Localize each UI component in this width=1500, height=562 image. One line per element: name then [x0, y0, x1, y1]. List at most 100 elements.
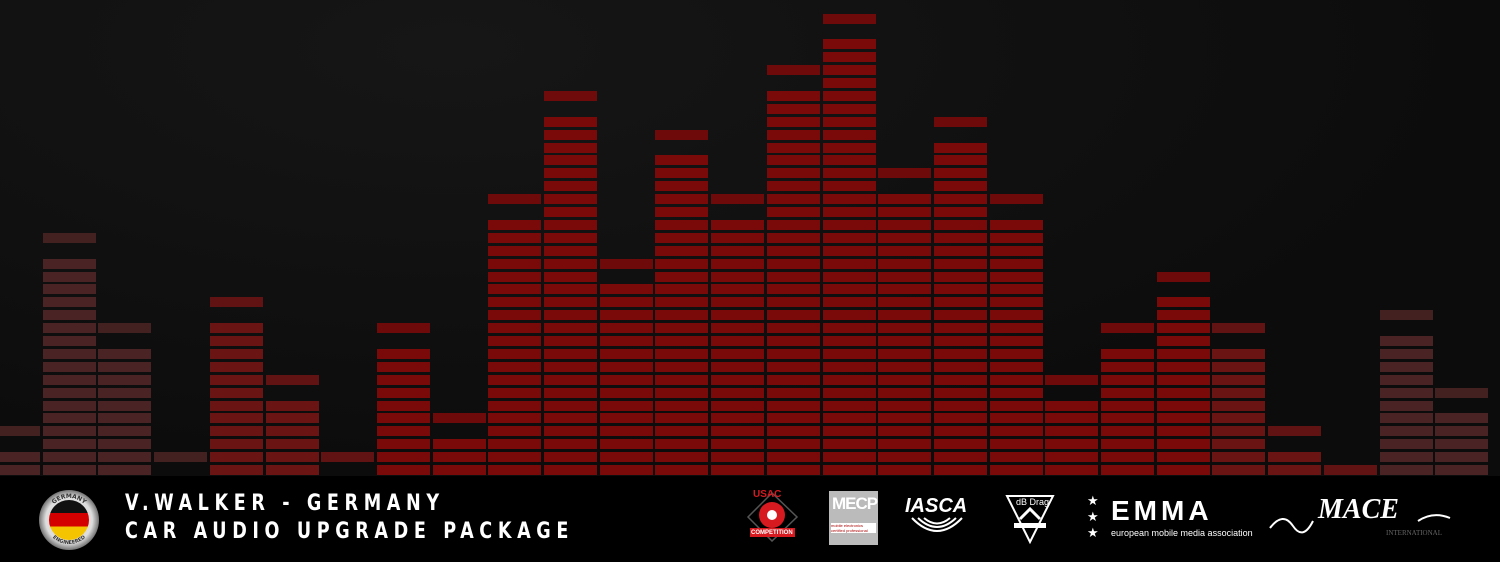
- eq-segment: [822, 232, 876, 243]
- eq-segment: [878, 207, 932, 217]
- eq-segment: [98, 374, 152, 385]
- eq-segment: [1435, 465, 1489, 475]
- eq-segment: [98, 452, 152, 463]
- eq-segment: [655, 336, 709, 346]
- eq-segment: [488, 310, 542, 321]
- eq-segment: [933, 465, 987, 475]
- eq-segment: [209, 348, 263, 359]
- eq-segment: [822, 142, 876, 153]
- eq-segment: [98, 426, 152, 437]
- eq-peak-segment: [1101, 323, 1154, 334]
- eq-segment: [544, 142, 597, 153]
- eq-segment: [42, 297, 96, 308]
- eq-segment: [544, 400, 597, 411]
- eq-segment: [989, 232, 1043, 243]
- eq-segment: [822, 194, 876, 205]
- eq-segment: [376, 465, 430, 475]
- eq-peak-segment: [42, 232, 96, 243]
- eq-segment: [544, 181, 597, 192]
- eq-peak-segment: [1156, 271, 1210, 282]
- eq-segment: [42, 284, 96, 295]
- eq-segment: [766, 142, 820, 153]
- eq-segment: [488, 348, 542, 359]
- eq-segment: [432, 452, 486, 463]
- eq-peak-segment: [822, 13, 876, 24]
- eq-segment: [1156, 323, 1210, 334]
- eq-segment: [544, 245, 597, 256]
- eq-segment: [1379, 361, 1433, 372]
- eq-segment: [766, 258, 820, 269]
- eq-segment: [822, 181, 876, 192]
- eq-segment: [265, 400, 319, 411]
- eq-segment: [488, 452, 542, 463]
- eq-segment: [488, 336, 542, 346]
- eq-segment: [711, 452, 765, 463]
- eq-segment: [766, 336, 820, 346]
- eq-segment: [933, 194, 987, 205]
- eq-peak-segment: [209, 297, 263, 308]
- eq-segment: [766, 348, 820, 359]
- eq-segment: [209, 361, 263, 372]
- eq-segment: [655, 348, 709, 359]
- eq-segment: [766, 323, 820, 334]
- eq-segment: [878, 219, 932, 230]
- eq-segment: [766, 207, 820, 217]
- eq-segment: [822, 271, 876, 282]
- eq-segment: [1435, 413, 1489, 424]
- eq-segment: [822, 439, 876, 450]
- eq-segment: [488, 439, 542, 450]
- eq-segment: [544, 194, 597, 205]
- eq-segment: [599, 426, 653, 437]
- eq-segment: [822, 413, 876, 424]
- eq-segment: [1156, 374, 1210, 385]
- eq-segment: [878, 426, 932, 437]
- eq-peak-segment: [599, 258, 653, 269]
- eq-segment: [544, 374, 597, 385]
- eq-peak-segment: [432, 413, 486, 424]
- eq-segment: [488, 232, 542, 243]
- eq-segment: [655, 155, 709, 166]
- eq-segment: [42, 413, 96, 424]
- eq-segment: [544, 155, 597, 166]
- eq-segment: [98, 348, 152, 359]
- eq-segment: [599, 297, 653, 308]
- eq-segment: [822, 400, 876, 411]
- eq-segment: [711, 284, 765, 295]
- eq-segment: [933, 452, 987, 463]
- eq-segment: [488, 297, 542, 308]
- eq-segment: [1379, 336, 1433, 346]
- eq-segment: [822, 297, 876, 308]
- eq-segment: [1156, 439, 1210, 450]
- eq-segment: [599, 452, 653, 463]
- eq-segment: [822, 387, 876, 398]
- eq-peak-segment: [1379, 310, 1433, 321]
- eq-segment: [711, 400, 765, 411]
- eq-segment: [1101, 413, 1154, 424]
- eq-segment: [544, 168, 597, 179]
- eq-segment: [878, 297, 932, 308]
- eq-segment: [599, 400, 653, 411]
- eq-segment: [878, 284, 932, 295]
- germany-badge: GERMANY ENGINEERED: [39, 490, 99, 550]
- eq-segment: [1379, 374, 1433, 385]
- eq-segment: [1379, 426, 1433, 437]
- eq-segment: [766, 465, 820, 475]
- eq-peak-segment: [1435, 387, 1489, 398]
- eq-segment: [544, 323, 597, 334]
- eq-segment: [878, 361, 932, 372]
- eq-segment: [98, 400, 152, 411]
- eq-segment: [822, 78, 876, 88]
- eq-segment: [209, 323, 263, 334]
- eq-segment: [376, 400, 430, 411]
- eq-segment: [98, 439, 152, 450]
- eq-segment: [766, 168, 820, 179]
- eq-segment: [822, 90, 876, 101]
- eq-segment: [1156, 310, 1210, 321]
- eq-segment: [766, 90, 820, 101]
- eq-segment: [1435, 439, 1489, 450]
- eq-segment: [766, 361, 820, 372]
- eq-segment: [933, 232, 987, 243]
- eq-segment: [544, 297, 597, 308]
- eq-segment: [989, 465, 1043, 475]
- eq-segment: [544, 219, 597, 230]
